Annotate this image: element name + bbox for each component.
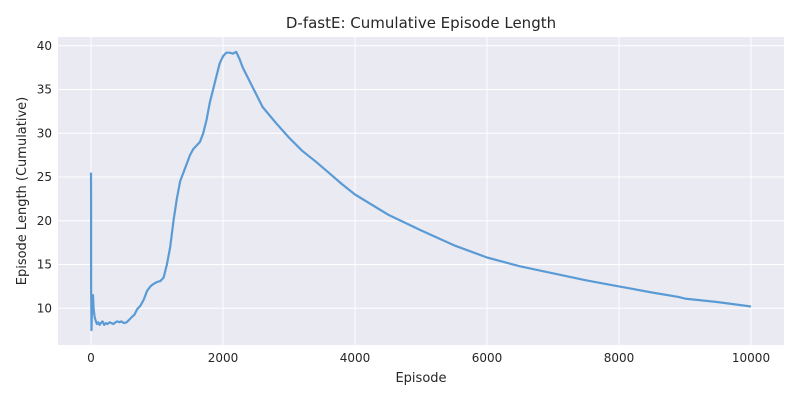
y-tick-label: 25 — [37, 170, 52, 184]
x-tick-label: 6000 — [472, 351, 503, 365]
gridlines — [58, 37, 784, 345]
x-tick-label: 4000 — [340, 351, 371, 365]
series-layer — [89, 50, 752, 332]
y-tick-label: 10 — [37, 301, 52, 315]
series-line — [89, 50, 752, 332]
y-axis-label: Episode Length (Cumulative) — [15, 97, 30, 286]
y-tick-label: 20 — [37, 214, 52, 228]
x-tick-label: 8000 — [604, 351, 635, 365]
y-tick-label: 15 — [37, 258, 52, 272]
x-tick-label: 10000 — [732, 351, 770, 365]
y-tick-label: 30 — [37, 126, 52, 140]
x-tick-label: 0 — [87, 351, 95, 365]
x-tick-label: 2000 — [208, 351, 239, 365]
y-tick-label: 40 — [37, 39, 52, 53]
plot-area — [58, 37, 784, 345]
x-axis-label: Episode — [395, 371, 446, 386]
tick-labels: 0 2000 4000 6000 8000 10000 10 15 20 25 30 35 40 — [37, 39, 770, 365]
chart-title: D-fastE: Cumulative Episode Length — [286, 14, 556, 32]
y-tick-label: 35 — [37, 83, 52, 97]
